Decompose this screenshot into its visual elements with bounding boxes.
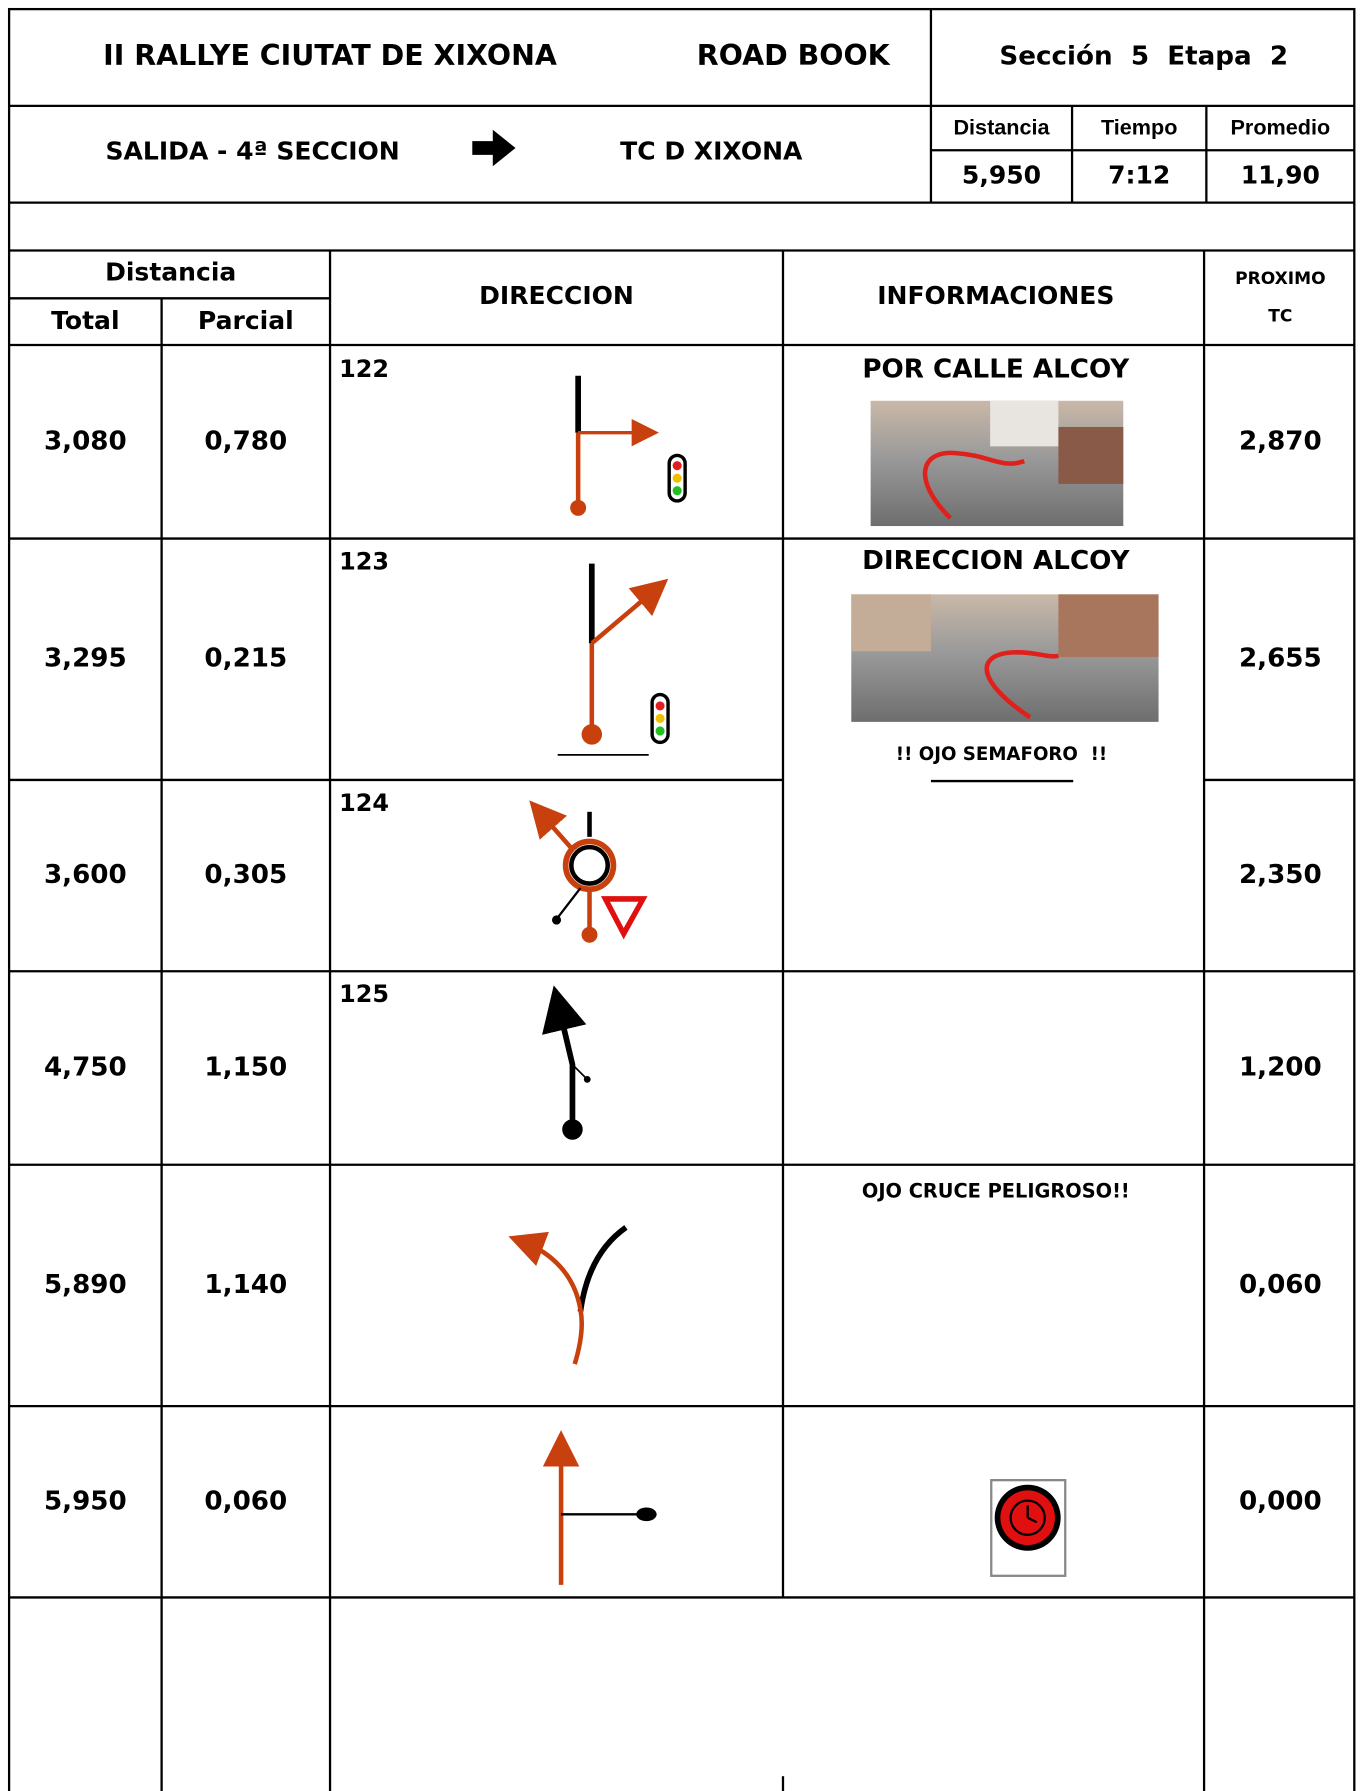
header: Parcial <box>198 306 294 335</box>
partial: 1,150 <box>204 1052 287 1082</box>
note-number: 123 <box>339 547 389 575</box>
section: Sección 5 Etapa 2 <box>999 41 1288 71</box>
icon-fork <box>508 1225 628 1365</box>
title: II RALLYE CIUTAT DE XIXONA <box>103 39 557 72</box>
header: TC <box>1268 307 1292 327</box>
note-number: 125 <box>339 980 389 1008</box>
rows: 3,080 0,780 2,870 122 3,295 0,215 2,655 123 3,60… <box>44 355 1322 1516</box>
doc-type: ROAD BOOK <box>697 39 891 72</box>
next-tc: 2,350 <box>1239 860 1322 890</box>
icon-125 <box>542 985 591 1140</box>
note: !! OJO SEMAFORO !! <box>896 744 1107 765</box>
info: OJO CRUCE PELIGROSO!! <box>862 1180 1130 1203</box>
icon-123 <box>557 563 670 756</box>
icon-122 <box>570 375 687 516</box>
photo <box>851 594 1159 722</box>
route-from: SALIDA - 4ª SECCION <box>106 137 400 166</box>
total: 5,950 <box>44 1486 127 1516</box>
partial: 0,780 <box>204 426 287 456</box>
control-sign <box>990 1479 1067 1577</box>
header: Total <box>51 306 119 335</box>
header: INFORMACIONES <box>877 281 1114 310</box>
summary-value: 7:12 <box>1108 160 1170 189</box>
summary-label: Tiempo <box>1101 114 1177 139</box>
header: Distancia <box>105 257 236 286</box>
info: POR CALLE ALCOY <box>862 355 1130 385</box>
next-tc: 1,200 <box>1239 1052 1322 1082</box>
total: 3,600 <box>44 860 127 890</box>
route-to: TC D XIXONA <box>620 137 803 166</box>
summary-label: Promedio <box>1231 114 1331 139</box>
route-arrow <box>472 129 516 167</box>
note-number: 122 <box>339 355 389 383</box>
partial: 1,140 <box>204 1270 287 1300</box>
partial: 0,305 <box>204 860 287 890</box>
total: 3,080 <box>44 426 127 456</box>
info: DIRECCION ALCOY <box>862 546 1130 576</box>
header: PROXIMO <box>1235 269 1326 289</box>
total: 5,890 <box>44 1270 127 1300</box>
partial: 0,060 <box>204 1486 287 1516</box>
next-tc: 0,060 <box>1239 1270 1322 1300</box>
next-tc: 0,000 <box>1239 1486 1322 1516</box>
summary-label: Distancia <box>953 114 1050 139</box>
total: 3,295 <box>44 644 127 674</box>
icon-finish <box>542 1430 657 1585</box>
header: DIRECCION <box>479 281 634 310</box>
summary-value: 11,90 <box>1241 160 1320 189</box>
total: 4,750 <box>44 1052 127 1082</box>
partial: 0,215 <box>204 644 287 674</box>
photo <box>870 400 1124 527</box>
grid <box>7 7 1356 1791</box>
next-tc: 2,870 <box>1239 426 1322 456</box>
next-tc: 2,655 <box>1239 644 1322 674</box>
summary-value: 5,950 <box>962 160 1041 189</box>
note-number: 124 <box>339 789 389 817</box>
icon-124 <box>529 800 648 943</box>
